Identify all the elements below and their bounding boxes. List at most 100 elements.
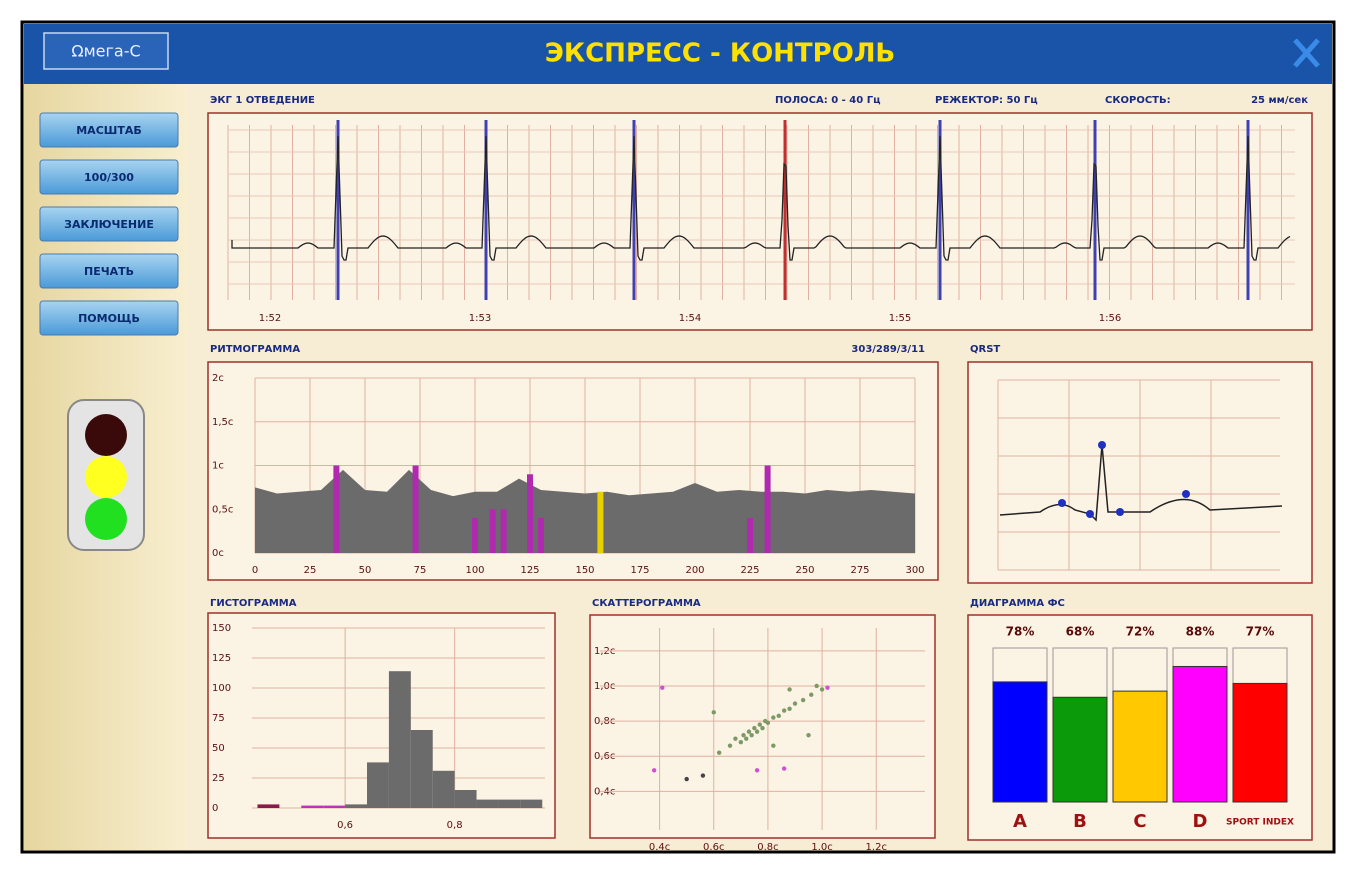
hist-bar bbox=[454, 790, 477, 808]
category-label: A bbox=[1013, 811, 1027, 832]
button-label[interactable]: МАСШТАБ bbox=[76, 124, 142, 137]
category-label: B bbox=[1073, 811, 1087, 832]
hist-bar bbox=[498, 799, 521, 808]
time-label: 1:53 bbox=[469, 313, 491, 324]
value-label: 78% bbox=[1006, 625, 1035, 639]
hist-bar bbox=[410, 730, 433, 808]
scatter-point bbox=[700, 773, 706, 778]
bar bbox=[1232, 682, 1288, 803]
scatter-point bbox=[711, 710, 716, 715]
qrst-trace bbox=[999, 444, 1283, 522]
x-tick-label: 275 bbox=[850, 565, 869, 576]
hist-bar bbox=[257, 804, 280, 808]
button-label[interactable]: ПЕЧАТЬ bbox=[84, 265, 134, 278]
scatter-point bbox=[741, 732, 746, 738]
scatter-point bbox=[765, 720, 771, 726]
title-bar bbox=[24, 24, 1332, 84]
scatter-point bbox=[727, 743, 733, 748]
scatter-point bbox=[660, 685, 665, 690]
y-tick-label: 75 bbox=[212, 713, 225, 724]
x-tick-label: 75 bbox=[414, 565, 427, 576]
time-label: 1:52 bbox=[259, 313, 281, 324]
scatter-point bbox=[776, 713, 781, 719]
bar bbox=[1052, 696, 1108, 803]
button[interactable] bbox=[39, 206, 179, 242]
chart-title: ДИАГРАММА ФС bbox=[970, 598, 1065, 609]
y-tick-label: 100 bbox=[212, 683, 231, 694]
hist-bar bbox=[345, 804, 368, 808]
hist-bar bbox=[520, 799, 543, 808]
highlight-bar bbox=[500, 509, 507, 553]
scatter-point bbox=[754, 729, 760, 734]
y-tick-label: 2с bbox=[212, 373, 224, 384]
window-title: ЭКСПРЕСС - КОНТРОЛЬ bbox=[545, 39, 895, 69]
y-tick-label: 0,5с bbox=[212, 504, 233, 515]
highlight-bar bbox=[538, 518, 544, 553]
ecg-speed: 25 мм/сек bbox=[1251, 95, 1308, 106]
traffic-light bbox=[67, 399, 145, 551]
scatter-point bbox=[744, 736, 749, 741]
x-tick-label: 1.2с bbox=[866, 842, 887, 853]
highlight-bar bbox=[597, 491, 604, 553]
x-tick-label: 175 bbox=[630, 565, 649, 576]
y-tick-label: 0с bbox=[212, 548, 224, 559]
scatter-point bbox=[754, 768, 760, 773]
category-label: C bbox=[1133, 811, 1146, 832]
chart-title: РИТМОГРАММА bbox=[210, 344, 300, 355]
y-tick-label: 1с bbox=[212, 461, 224, 472]
qrst-point bbox=[1116, 508, 1124, 516]
highlight-bar bbox=[412, 465, 419, 553]
x-tick-label: 0,6 bbox=[337, 820, 353, 831]
y-tick-label: 150 bbox=[212, 623, 231, 634]
x-tick-label: 200 bbox=[685, 565, 704, 576]
qrst-point bbox=[1182, 490, 1190, 498]
scatter-point bbox=[809, 692, 814, 697]
x-tick-label: 0,8 bbox=[447, 820, 463, 831]
time-label: 1:56 bbox=[1099, 313, 1121, 324]
chart-title: СКАТТЕРОГРАММА bbox=[592, 598, 701, 609]
button-label[interactable]: ЗАКЛЮЧЕНИЕ bbox=[64, 218, 154, 231]
hist-bar bbox=[323, 805, 346, 808]
ecg-title: ЭКГ 1 ОТВЕДЕНИЕ bbox=[210, 95, 315, 106]
scatter-point bbox=[792, 701, 798, 706]
x-tick-label: 0.6с bbox=[703, 842, 724, 853]
x-tick-label: 50 bbox=[359, 565, 372, 576]
button[interactable] bbox=[39, 253, 179, 289]
button[interactable] bbox=[39, 159, 179, 195]
value-label: 72% bbox=[1126, 625, 1155, 639]
hist-bar bbox=[388, 671, 411, 808]
logo-box bbox=[43, 32, 169, 70]
highlight-bar bbox=[747, 518, 753, 553]
qrst-point bbox=[1086, 510, 1094, 518]
hist-bar bbox=[367, 762, 389, 808]
button[interactable] bbox=[39, 112, 179, 148]
x-tick-label: 1.0с bbox=[811, 842, 832, 853]
value-label: 88% bbox=[1186, 625, 1215, 639]
qrst-point bbox=[1058, 499, 1066, 507]
button-label[interactable]: ПОМОЩЬ bbox=[78, 312, 140, 325]
x-tick-label: 0 bbox=[252, 565, 258, 576]
bar bbox=[1112, 690, 1168, 803]
chart-title: ГИСТОГРАММА bbox=[210, 598, 297, 609]
button-label[interactable]: 100/300 bbox=[84, 171, 134, 184]
logo: Ωмега-С bbox=[71, 42, 140, 61]
scatter-point bbox=[787, 706, 792, 711]
x-tick-label: 25 bbox=[304, 565, 317, 576]
x-tick-label: 225 bbox=[740, 565, 759, 576]
scatter-point bbox=[771, 743, 776, 748]
close-button[interactable] bbox=[1293, 38, 1320, 68]
x-tick-label: 300 bbox=[905, 565, 924, 576]
scatter-point bbox=[738, 739, 744, 745]
highlight-bar bbox=[472, 518, 478, 553]
scatter-point bbox=[651, 768, 657, 773]
highlight-bar bbox=[489, 509, 496, 553]
highlight-bar bbox=[333, 465, 340, 553]
scatter-point bbox=[825, 685, 830, 690]
button[interactable] bbox=[39, 300, 179, 336]
highlight-bar bbox=[527, 474, 533, 553]
scatter-point bbox=[749, 732, 754, 738]
scatter-point bbox=[733, 736, 738, 741]
scatter-point bbox=[760, 725, 765, 731]
scatter-point bbox=[781, 708, 787, 713]
